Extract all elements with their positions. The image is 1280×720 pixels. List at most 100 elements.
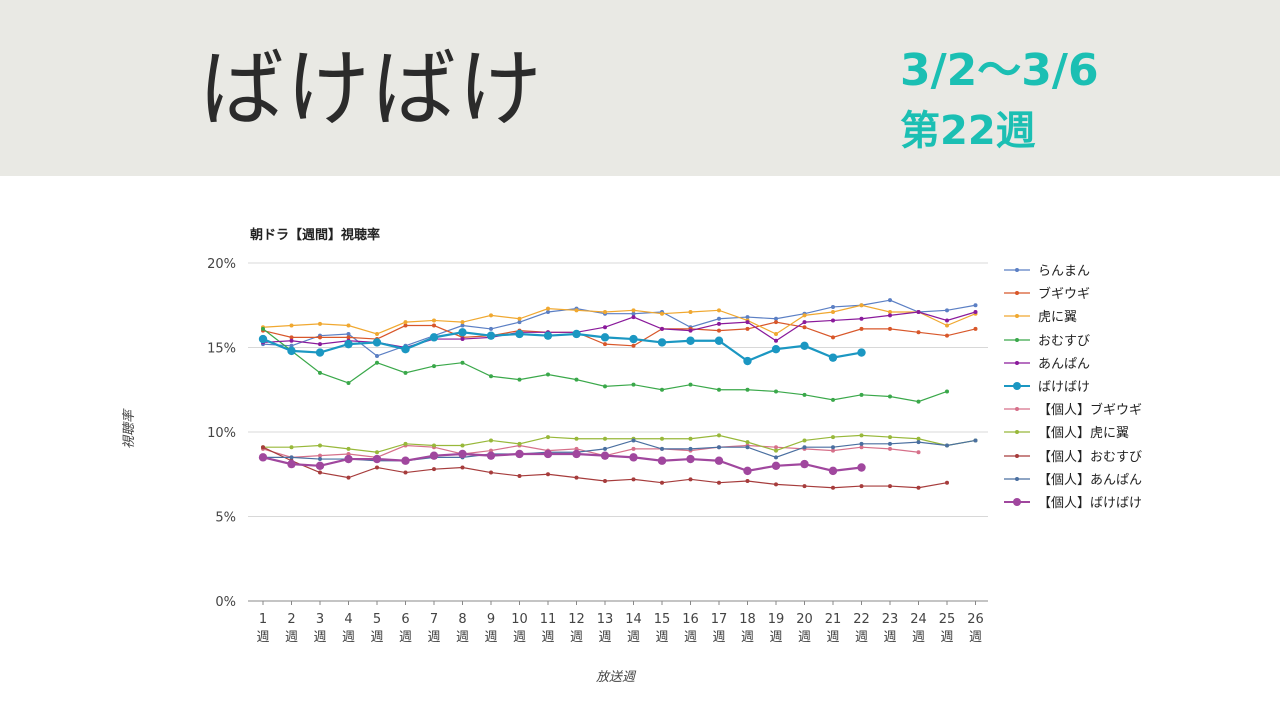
data-point: [603, 479, 607, 484]
data-point: [517, 320, 522, 325]
data-point: [403, 470, 408, 475]
data-point: [745, 479, 750, 484]
legend-item: おむすび: [1002, 330, 1272, 353]
series-line: [263, 439, 976, 462]
x-tick-label: 週: [598, 630, 611, 645]
data-point: [802, 313, 807, 318]
data-point: [774, 320, 778, 325]
data-point: [831, 318, 835, 323]
series-line: [262, 321, 976, 347]
data-point: [857, 348, 866, 357]
data-point: [916, 485, 921, 490]
data-point: [346, 331, 351, 336]
series-line: [262, 304, 976, 335]
data-point: [631, 446, 636, 451]
data-point: [888, 298, 892, 303]
data-point: [458, 328, 467, 337]
data-point: [660, 446, 664, 451]
data-point: [372, 338, 382, 347]
data-point: [774, 331, 778, 336]
data-point: [258, 453, 268, 462]
x-tick-label: 14: [625, 612, 642, 627]
x-tick-label: 1: [259, 612, 267, 627]
data-point: [346, 335, 351, 340]
series-line: [262, 331, 862, 363]
data-point: [916, 330, 921, 335]
x-tick-label: 16: [682, 612, 699, 627]
data-point: [771, 344, 781, 354]
data-point: [888, 446, 892, 451]
x-tick-label: 週: [370, 630, 383, 645]
x-tick-label: 週: [940, 630, 953, 645]
x-tick-label: 週: [399, 630, 412, 645]
data-point: [859, 316, 864, 321]
data-point: [375, 360, 379, 365]
data-point: [743, 356, 752, 366]
data-point: [774, 338, 778, 343]
data-point: [774, 389, 778, 394]
data-point: [888, 326, 892, 331]
data-point: [774, 448, 778, 453]
x-tick-label: 週: [684, 630, 697, 645]
data-point: [631, 311, 636, 316]
data-point: [717, 387, 721, 392]
data-point: [432, 323, 436, 328]
data-point: [401, 344, 410, 354]
y-tick-label: 20%: [207, 257, 236, 272]
show-title: ばけばけ: [200, 40, 545, 138]
x-tick-label: 週: [741, 630, 754, 645]
data-point: [774, 455, 778, 460]
data-point: [945, 443, 949, 448]
legend-label: 虎に翼: [1038, 310, 1078, 326]
y-tick-label: 15%: [207, 342, 236, 357]
data-point: [916, 450, 921, 455]
data-point: [572, 449, 581, 459]
data-point: [375, 450, 379, 455]
data-point: [403, 441, 408, 446]
data-point: [743, 466, 752, 476]
data-point: [945, 323, 949, 328]
x-tick-label: 12: [568, 612, 585, 627]
y-tick-label: 10%: [207, 426, 236, 441]
data-point: [631, 477, 636, 482]
data-point: [318, 335, 322, 340]
x-tick-label: 週: [969, 630, 982, 645]
legend-label: 【個人】虎に翼: [1038, 426, 1130, 442]
x-tick-label: 週: [427, 630, 440, 645]
y-tick-label: 0%: [215, 595, 236, 610]
x-tick-label: 20: [796, 612, 813, 627]
data-point: [489, 374, 493, 379]
data-point: [574, 377, 579, 382]
data-point: [432, 443, 436, 448]
data-point: [375, 353, 379, 358]
data-point: [517, 316, 522, 321]
data-point: [318, 321, 322, 326]
data-point: [603, 384, 607, 389]
x-tick-label: 3: [316, 612, 324, 627]
data-point: [973, 326, 978, 331]
data-point: [802, 438, 807, 443]
data-point: [546, 472, 550, 477]
data-point: [543, 449, 553, 459]
legend-label: 【個人】ブギウギ: [1038, 403, 1143, 419]
data-point: [631, 315, 636, 320]
data-point: [572, 329, 581, 339]
data-point: [717, 321, 721, 326]
data-point: [460, 320, 465, 325]
legend-label: あんぱん: [1038, 356, 1091, 372]
data-point: [945, 308, 949, 313]
series-line: [262, 452, 862, 473]
data-point: [688, 382, 693, 387]
data-point: [916, 399, 921, 404]
data-point: [660, 436, 664, 441]
data-point: [717, 328, 721, 333]
legend-swatch: [1004, 476, 1030, 481]
data-point: [289, 455, 294, 460]
data-point: [660, 480, 664, 485]
data-point: [315, 348, 325, 357]
data-point: [945, 389, 949, 394]
data-point: [802, 320, 807, 325]
data-point: [745, 315, 750, 320]
data-point: [460, 443, 465, 448]
data-point: [717, 445, 721, 450]
